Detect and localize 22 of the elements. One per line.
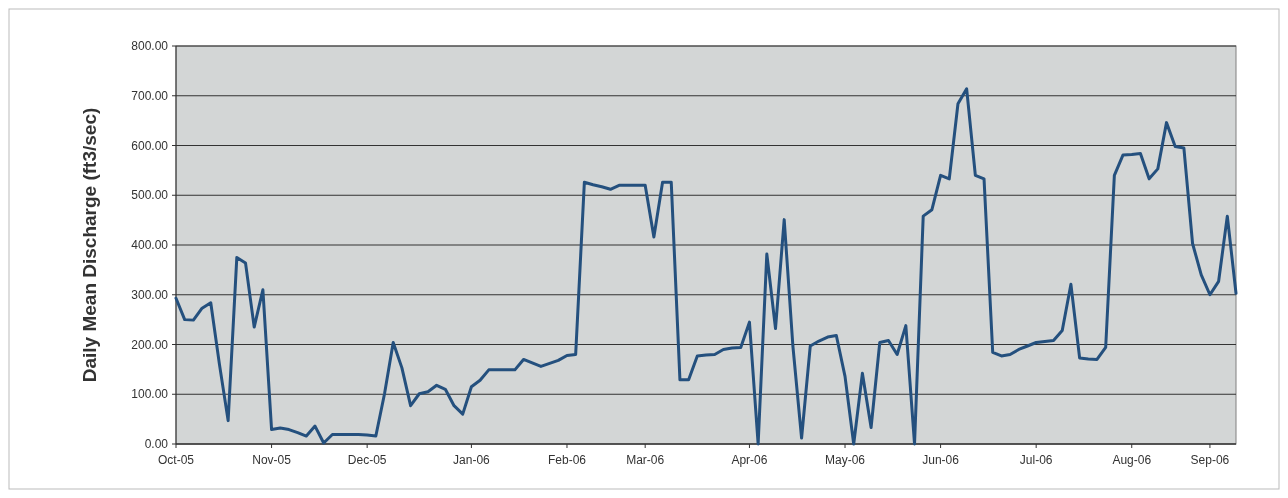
x-tick-label: Feb-06 — [547, 453, 587, 467]
x-tick-label: Sep-06 — [1190, 453, 1230, 467]
y-tick-label: 200.00 — [131, 337, 169, 352]
x-tick-label: Nov-05 — [252, 453, 292, 467]
x-tick-label: Dec-05 — [347, 453, 387, 467]
x-tick-label: Jan-06 — [453, 453, 491, 467]
x-tick-label: Jul-06 — [1019, 453, 1053, 467]
x-tick-label: May-06 — [825, 453, 866, 467]
y-tick-label: 600.00 — [131, 138, 169, 153]
x-tick-label: Aug-06 — [1112, 453, 1152, 467]
y-tick-label: 300.00 — [131, 287, 169, 302]
y-tick-label: 800.00 — [131, 39, 169, 54]
x-tick-label: Mar-06 — [626, 453, 665, 467]
y-tick-label: 400.00 — [131, 238, 169, 253]
y-tick-label: 500.00 — [131, 188, 169, 203]
x-tick-label: Apr-06 — [731, 453, 768, 467]
x-tick-label: Oct-05 — [157, 453, 195, 467]
y-axis-title: Daily Mean Discharge (ft3/sec) — [79, 107, 100, 383]
y-tick-label: 0.00 — [144, 437, 169, 452]
y-tick-label: 700.00 — [131, 88, 169, 103]
x-tick-label: Jun-06 — [922, 453, 960, 467]
y-tick-label: 100.00 — [131, 387, 169, 402]
